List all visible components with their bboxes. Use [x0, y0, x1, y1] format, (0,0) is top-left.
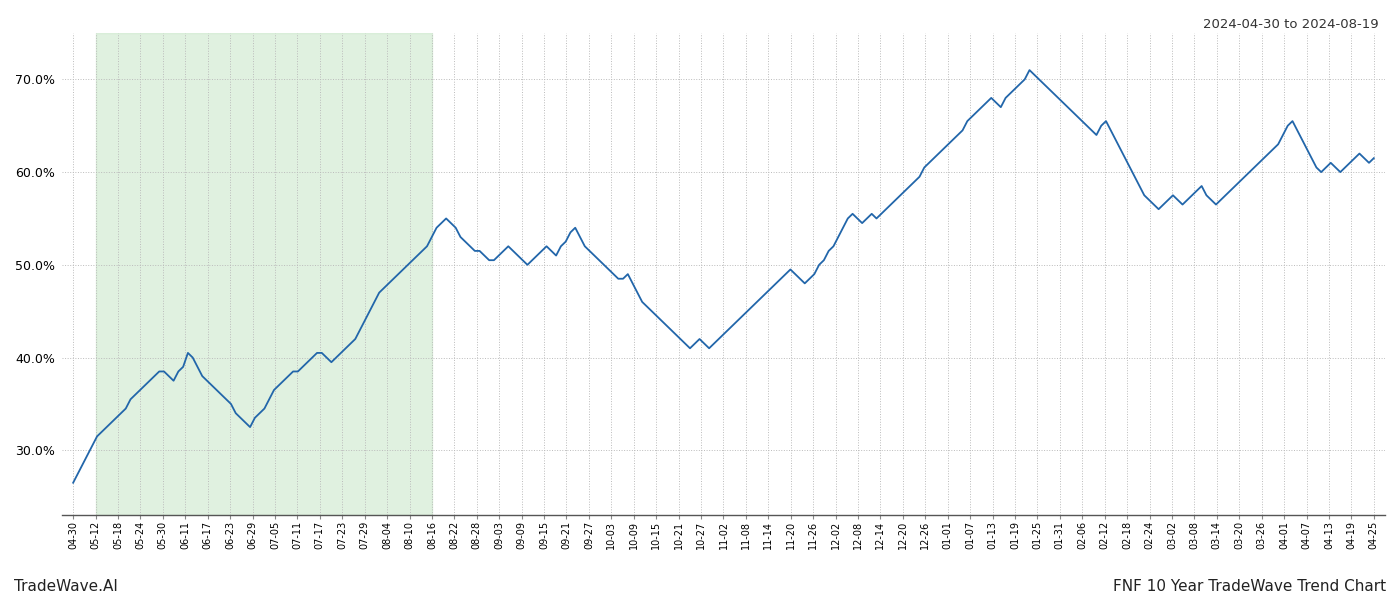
Text: 2024-04-30 to 2024-08-19: 2024-04-30 to 2024-08-19: [1204, 18, 1379, 31]
Text: FNF 10 Year TradeWave Trend Chart: FNF 10 Year TradeWave Trend Chart: [1113, 579, 1386, 594]
Text: TradeWave.AI: TradeWave.AI: [14, 579, 118, 594]
Bar: [95, 33, 433, 515]
